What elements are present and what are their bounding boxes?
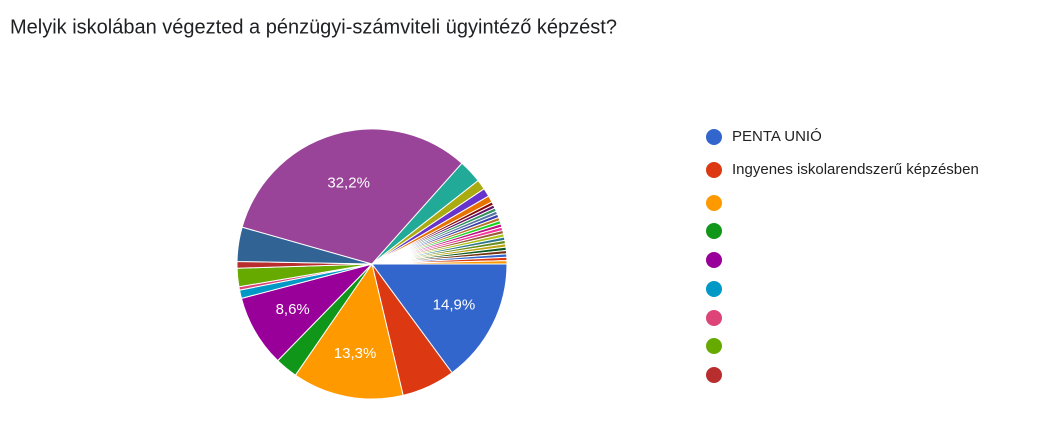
legend-swatch: [706, 310, 722, 326]
slice-label: 32,2%: [327, 175, 370, 192]
legend-swatch: [706, 252, 722, 268]
legend-swatch: [706, 223, 722, 239]
pie-slice: [294, 262, 404, 400]
legend-swatch: [706, 195, 722, 211]
pie-slice: [371, 263, 508, 374]
pie-slice: [241, 128, 463, 265]
legend-swatch: [706, 129, 722, 145]
slice-label: 8,6%: [276, 301, 310, 318]
slice-label: 13,3%: [334, 345, 377, 362]
slice-label: 14,9%: [433, 296, 476, 313]
legend-swatch: [706, 281, 722, 297]
legend-label: Ingyenes iskolarendszerű képzésben: [732, 161, 979, 178]
legend-swatch: [706, 367, 722, 383]
chart-title: Melyik iskolában végezted a pénzügyi-szá…: [10, 16, 617, 38]
legend-swatch: [706, 338, 722, 354]
legend-label: PENTA UNIÓ: [732, 128, 822, 145]
pie-slice: [371, 260, 508, 265]
legend-swatch: [706, 162, 722, 178]
